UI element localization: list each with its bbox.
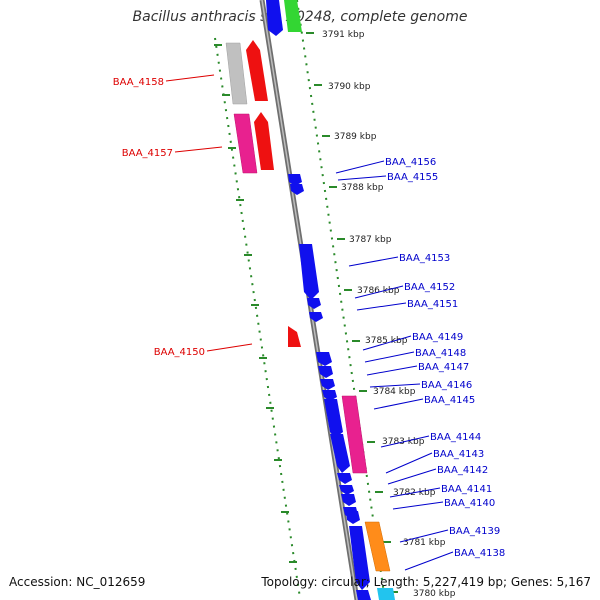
gene-label-reverse: BAA_4139 [449, 526, 500, 537]
gene-BAA_4139-arrow [346, 511, 360, 524]
gene-BAA_4157-arrow [254, 112, 274, 170]
scale-label: 3784 kbp [373, 387, 416, 397]
gene-BAA_4148-arrow [318, 366, 333, 378]
gene-label-reverse: BAA_4143 [433, 449, 484, 460]
gene-BAA_4153-arrow [299, 244, 319, 300]
gene-label-reverse: BAA_4151 [407, 299, 458, 310]
gene-label-forward: BAA_4158 [113, 77, 164, 88]
gene-label-reverse: BAA_4149 [412, 332, 463, 343]
scale-label: 3781 kbp [403, 538, 446, 548]
gene-label-reverse: BAA_4138 [454, 548, 505, 559]
gene-label-reverse: BAA_4147 [418, 362, 469, 373]
gene-bottom-arrow [356, 590, 371, 600]
gene-BAA_4158-pink [233, 113, 258, 174]
gene-label-reverse: BAA_4145 [424, 395, 475, 406]
gene-label-reverse: BAA_4141 [441, 484, 492, 495]
gene-label-reverse: BAA_4142 [437, 465, 488, 476]
gene-BAA_4138-cyan [377, 588, 395, 600]
gene-BAA_4145-pink [341, 395, 368, 474]
gene-BAA_4155-arrow [290, 184, 304, 195]
gene-BAA_4158-arrow [246, 40, 268, 101]
reverse-gene-labels: BAA_4156 BAA_4155 BAA_4153 BAA_4152 BAA_4151… [385, 157, 505, 559]
gene-label-reverse: BAA_4146 [421, 380, 472, 391]
gene-label-forward: BAA_4150 [154, 347, 205, 358]
gene-BAA_4151-arrow [309, 312, 323, 322]
gene-BAA_4147-arrow [320, 379, 335, 390]
gene-label-reverse: BAA_4148 [415, 348, 466, 359]
scale-label: 3791 kbp [322, 30, 365, 40]
gene-BAA_4144-arrow [330, 434, 350, 473]
reverse-genes [288, 174, 371, 600]
gene-BAA_4158-grey [225, 42, 248, 105]
reverse-leader-lines [335, 160, 454, 571]
outer-ruler [296, 0, 386, 600]
accession-text: Accession: NC_012659 [9, 575, 146, 589]
scale-label: 3789 kbp [334, 132, 377, 142]
scale-label: 3788 kbp [341, 183, 384, 193]
inner-lane-genes [225, 42, 395, 600]
gene-BAA_4145-arrow [324, 399, 343, 438]
gene-BAA_4143-arrow [337, 473, 352, 484]
scale-label: 3790 kbp [328, 82, 371, 92]
gene-BAA_4138-arrow [349, 526, 370, 590]
scale-label: 3787 kbp [349, 235, 392, 245]
top-gene-blue [266, 0, 283, 36]
gene-BAA_4152-arrow [307, 298, 321, 309]
gene-label-reverse: BAA_4152 [404, 282, 455, 293]
outer-ruler-ticks [306, 32, 398, 593]
scale-label: 3780 kbp [413, 589, 456, 599]
gene-label-reverse: BAA_4140 [444, 498, 495, 509]
top-gene-green [284, 0, 302, 32]
gene-BAA_4139-orange [364, 521, 391, 572]
scale-label: 3785 kbp [365, 336, 408, 346]
topology-text: Topology: circular; Length: 5,227,419 bp… [261, 575, 591, 589]
gene-label-forward: BAA_4157 [122, 148, 173, 159]
gene-label-reverse: BAA_4144 [430, 432, 481, 443]
gene-BAA_4141-arrow [341, 494, 356, 506]
gene-BAA_4149-arrow [316, 352, 332, 366]
gene-BAA_4150-arrow [288, 326, 301, 347]
gene-label-reverse: BAA_4153 [399, 253, 450, 264]
gene-label-reverse: BAA_4155 [387, 172, 438, 183]
inner-ruler-ticks [214, 44, 297, 563]
gene-BAA_4156-arrow [288, 174, 302, 186]
gene-BAA_4146-arrow [322, 390, 337, 401]
gene-BAA_4142-arrow [339, 485, 354, 495]
forward-gene-labels: BAA_4158 BAA_4157 BAA_4150 [113, 77, 205, 358]
forward-genes [246, 40, 274, 170]
gene-label-reverse: BAA_4156 [385, 157, 436, 168]
forward-leader-lines [165, 74, 253, 352]
scale-label: 3786 kbp [357, 286, 400, 296]
inner-ruler [214, 37, 301, 599]
